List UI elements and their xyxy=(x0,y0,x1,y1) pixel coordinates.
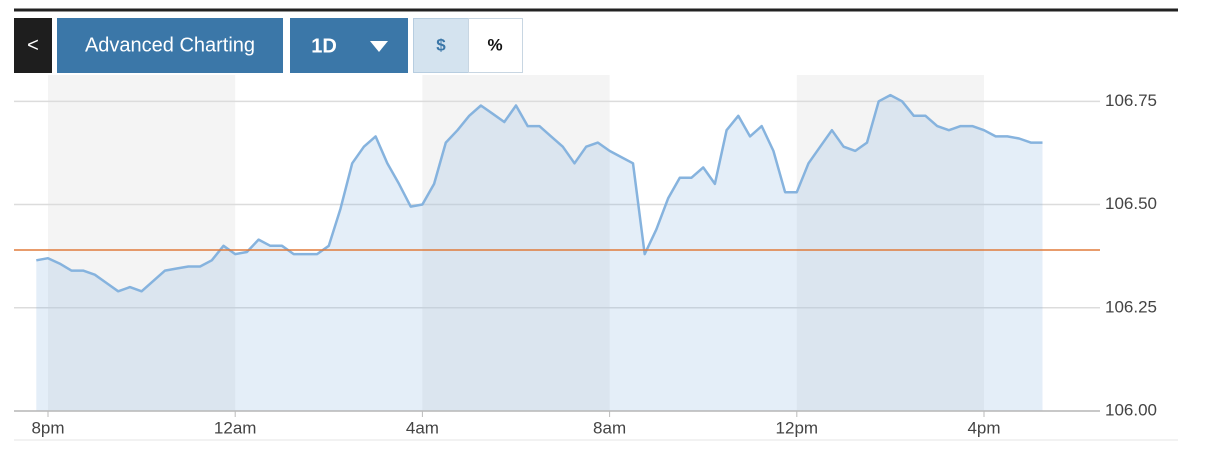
x-tick-label: 4am xyxy=(406,418,439,437)
session-band xyxy=(422,75,610,411)
percent-toggle[interactable] xyxy=(468,18,523,73)
price-line xyxy=(36,93,1043,293)
range-dropdown[interactable] xyxy=(290,18,408,73)
x-tick-label: 12am xyxy=(214,418,257,437)
dropdown-arrow xyxy=(370,41,388,52)
advanced-charting-label: Advanced Charting xyxy=(85,34,255,56)
back-label: < xyxy=(27,34,39,56)
y-tick-label: 106.75 xyxy=(1105,91,1157,110)
x-tick-label: 8am xyxy=(593,418,626,437)
session-band xyxy=(48,75,236,411)
y-tick-label: 106.00 xyxy=(1105,400,1157,419)
dollar-toggle[interactable] xyxy=(413,18,469,73)
x-tick-label: 4pm xyxy=(967,418,1000,437)
percent-label: % xyxy=(487,35,502,54)
back-button[interactable] xyxy=(14,18,52,73)
advanced-charting-button[interactable] xyxy=(57,18,283,73)
x-tick-label: 12pm xyxy=(776,418,819,437)
range-label: 1D xyxy=(311,35,337,57)
x-tick-label: 8pm xyxy=(31,418,64,437)
bands xyxy=(48,75,984,411)
session-band xyxy=(796,75,984,411)
area xyxy=(36,95,1043,411)
dollar-label: $ xyxy=(436,35,446,54)
y-tick-label: 106.50 xyxy=(1105,194,1157,213)
y-tick-label: 106.25 xyxy=(1105,297,1157,316)
